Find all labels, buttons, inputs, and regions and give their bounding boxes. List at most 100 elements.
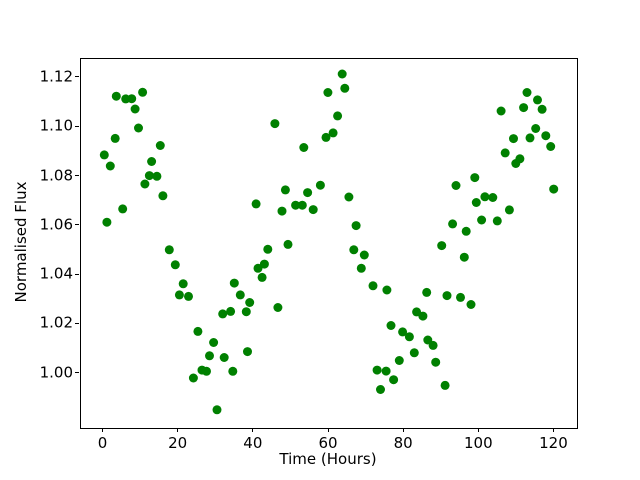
data-point [537,104,547,114]
data-point [480,192,490,202]
data-point [147,157,157,166]
data-point [488,193,498,202]
x-tick-mark [477,428,479,432]
data-point [118,204,128,214]
data-point [219,353,229,362]
data-point [291,200,301,210]
data-point [466,300,476,309]
y-tick-label: 1.12 [39,67,73,86]
data-point [184,291,193,301]
data-point [333,111,343,121]
y-tick-mark [75,125,79,127]
data-point [477,215,487,225]
data-point [525,133,535,143]
data-point [448,219,458,229]
data-point [376,385,385,394]
data-point [359,250,369,260]
data-point [515,154,525,164]
x-tick-label: 40 [243,434,263,452]
data-point [245,298,255,307]
data-point [144,171,154,181]
data-point [389,375,399,385]
data-point [459,252,469,262]
data-point [257,272,267,282]
x-tick-label: 100 [463,434,493,452]
data-point [259,259,269,269]
data-point [382,285,392,295]
data-point [218,309,228,319]
data-point [549,184,559,194]
data-point [451,181,461,190]
data-point [99,150,109,160]
y-tick-mark [75,372,79,374]
data-point [164,245,174,255]
data-point [344,192,354,202]
data-point [546,142,556,151]
data-point [500,148,510,158]
data-point [170,260,180,270]
x-tick-mark [102,428,104,432]
data-point [102,217,112,227]
data-point [368,281,378,291]
data-point [315,180,325,190]
data-point [431,357,441,367]
data-point [188,373,198,383]
data-point [155,141,165,150]
data-point [130,104,140,114]
data-point [158,191,168,201]
data-point [533,95,542,105]
data-point [321,132,331,142]
x-tick-mark [402,428,404,432]
data-point [541,131,551,141]
data-point [422,287,432,297]
data-point [351,221,361,231]
data-point [243,347,252,357]
data-point [404,332,414,342]
data-point [471,198,481,207]
y-tick-label: 1.06 [39,215,73,234]
x-tick-mark [252,428,254,432]
data-point [280,185,290,195]
data-point [440,380,450,390]
x-tick-label: 0 [97,434,108,452]
data-point [209,338,219,347]
data-point [519,103,529,113]
data-point [111,91,121,101]
y-tick-mark [75,224,79,226]
x-axis-title: Time (Hours) [279,450,377,468]
data-point [337,69,347,79]
data-point [308,205,318,215]
data-point [323,88,333,97]
data-point [504,205,514,215]
data-point [328,128,338,138]
data-point [428,340,438,350]
data-point [470,173,480,183]
data-point [134,123,143,133]
data-point [409,348,419,358]
y-tick-mark [75,322,79,324]
y-tick-mark [75,76,79,78]
y-tick-label: 1.10 [39,116,73,135]
x-tick-label: 120 [539,434,568,452]
data-point [140,179,150,189]
data-point [394,356,404,365]
data-point [277,206,287,216]
data-point [202,366,211,376]
data-point [303,188,313,198]
data-point [174,290,184,300]
x-tick-label: 20 [168,434,188,452]
data-point [509,134,518,144]
data-point [229,278,239,288]
data-point [437,241,447,251]
data-point [212,405,222,415]
data-point [283,239,293,249]
x-tick-label: 60 [318,434,338,452]
data-point [253,263,263,273]
y-tick-label: 1.00 [39,363,73,382]
data-point [531,124,541,133]
y-tick-label: 1.08 [39,166,73,185]
data-point [138,87,148,97]
x-tick-mark [552,428,554,432]
data-point [226,306,236,316]
